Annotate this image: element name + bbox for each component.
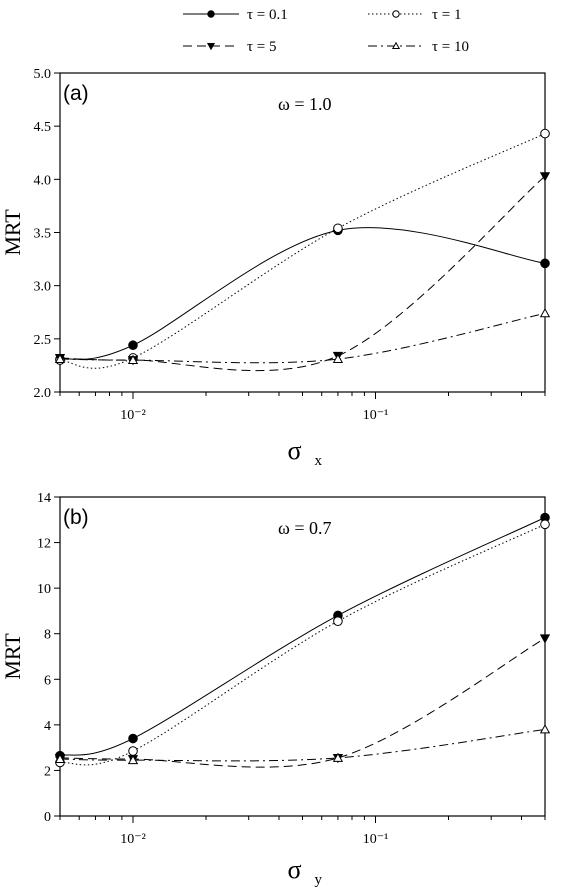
- y-tick-label: 2.5: [34, 333, 52, 348]
- data-point: [128, 340, 138, 351]
- series-line: [59, 517, 546, 757]
- y-tick-label: 10: [37, 582, 51, 597]
- series: [54, 634, 551, 768]
- plot-frame: [59, 496, 546, 817]
- x-axis-label: σ: [287, 436, 301, 465]
- x-tick-label: 10⁻¹: [363, 832, 389, 847]
- series-line: [59, 728, 546, 762]
- y-tick-label: 3.5: [34, 227, 52, 242]
- legend-entry: τ = 5: [183, 39, 277, 55]
- y-tick-label: 2: [44, 764, 51, 779]
- panel-label: (b): [63, 506, 89, 529]
- y-tick-label: 4: [44, 719, 51, 734]
- series: [55, 519, 550, 768]
- series: [55, 512, 550, 761]
- data-point: [539, 634, 551, 644]
- series: [55, 128, 550, 369]
- y-axis-label: MRT: [0, 209, 25, 256]
- y-tick-label: 6: [44, 673, 51, 688]
- series-line: [59, 523, 546, 766]
- series: [54, 307, 551, 365]
- legend: τ = 0.1 τ = 1 τ = 5 τ = 10: [183, 7, 469, 55]
- data-point: [332, 752, 344, 762]
- annotation: ω = 1.0: [278, 94, 332, 114]
- legend-marker: [206, 42, 216, 51]
- y-tick-label: 12: [37, 537, 51, 552]
- data-point: [540, 519, 550, 530]
- x-tick-label: 10⁻²: [120, 832, 146, 847]
- annotation: ω = 0.7: [278, 518, 332, 538]
- data-point: [333, 223, 343, 234]
- legend-marker: [392, 10, 400, 18]
- y-tick-label: 14: [37, 491, 51, 506]
- series-line: [59, 637, 546, 768]
- x-tick-label: 10⁻²: [120, 408, 146, 423]
- data-point: [540, 258, 550, 269]
- data-point: [128, 733, 138, 744]
- panel-label: (a): [63, 82, 89, 105]
- data-point: [127, 754, 139, 765]
- legend-marker: [391, 41, 401, 50]
- y-tick-label: 8: [44, 628, 51, 643]
- legend-marker: [207, 10, 215, 18]
- x-axis-label-subscript: x: [315, 453, 323, 469]
- x-axis-label-subscript: y: [315, 872, 323, 888]
- y-tick-label: 3.0: [34, 280, 52, 295]
- x-axis-label: σ: [287, 855, 301, 884]
- legend-entry: τ = 1: [368, 7, 462, 23]
- y-tick-label: 5.0: [34, 67, 52, 82]
- series-line: [59, 133, 546, 369]
- y-axis-label: MRT: [0, 633, 25, 680]
- series-line: [59, 227, 546, 360]
- panel-a: 2.0 2.5 3.0 3.5 4.0 4.5 5.0 10⁻² 10⁻¹ MRT σ x (a) ω =…: [0, 67, 551, 469]
- data-point: [127, 354, 139, 365]
- legend-label: τ = 1: [432, 7, 462, 23]
- panel-b: 0 2 4 6 8 10 12 14 10⁻² 10⁻¹ MRT σ y (b) ω = 0.7: [0, 491, 551, 888]
- y-tick-label: 4.5: [34, 120, 52, 135]
- data-point: [128, 746, 138, 756]
- data-point: [539, 724, 551, 734]
- data-point: [539, 307, 551, 318]
- legend-entry: τ = 10: [368, 39, 469, 55]
- data-point: [332, 353, 344, 363]
- data-point: [333, 616, 343, 626]
- y-tick-label: 4.0: [34, 173, 52, 188]
- data-point: [540, 128, 550, 139]
- series: [54, 724, 551, 765]
- legend-label: τ = 0.1: [247, 7, 288, 23]
- y-tick-label: 2.0: [34, 386, 52, 401]
- legend-entry: τ = 0.1: [183, 7, 288, 23]
- series-line: [59, 312, 546, 364]
- series: [54, 172, 551, 372]
- legend-label: τ = 5: [247, 39, 277, 55]
- series: [55, 225, 550, 364]
- data-point: [54, 353, 66, 363]
- data-point: [54, 753, 66, 763]
- x-tick-label: 10⁻¹: [363, 408, 389, 423]
- y-tick-label: 0: [44, 810, 51, 825]
- legend-label: τ = 10: [432, 39, 469, 55]
- data-point: [539, 172, 551, 182]
